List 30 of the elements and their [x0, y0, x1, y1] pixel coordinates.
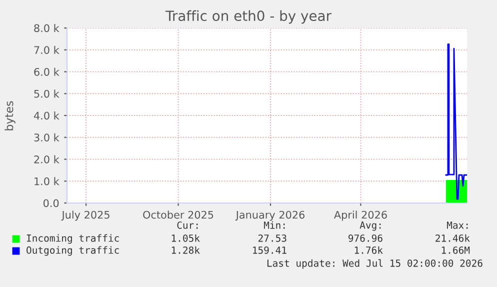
text: 1.66M: [442, 246, 470, 254]
text: 27.53: [258, 234, 286, 242]
x-tick-label: April 2026: [334, 210, 387, 221]
y-tick-label: 0.0: [43, 199, 59, 208]
text: 21.46k: [436, 234, 470, 242]
text: Max:: [446, 222, 468, 229]
text: Min:: [264, 221, 285, 229]
x-tick-label: October 2025: [143, 210, 214, 219]
legend-label: Incoming traffic: [26, 234, 119, 244]
text: 1.28k: [172, 246, 200, 254]
y-tick-label: 2.0 k: [34, 155, 60, 164]
y-axis-title: bytes: [4, 101, 16, 130]
x-tick-label: January 2026: [235, 210, 305, 221]
text: Cur:: [177, 221, 198, 229]
y-tick-label: 5.0 k: [34, 90, 60, 98]
y-tick-label: 8.0 k: [34, 24, 60, 32]
y-tick-label: 6.0 k: [34, 68, 60, 76]
x-tick-label: July 2025: [61, 210, 110, 221]
legend-label: Outgoing traffic: [26, 246, 119, 256]
text: Avg:: [360, 222, 381, 231]
y-tick-label: 4.0 k: [34, 112, 60, 120]
text: 976.96: [348, 234, 382, 242]
text: 1.76k: [354, 246, 383, 254]
y-tick-label: 1.0 k: [34, 177, 60, 186]
text: Last update: Wed Jul 15 02:00:00 2026: [267, 259, 482, 269]
text: 159.41: [253, 246, 286, 254]
chart-title: Traffic on eth0 - by year: [165, 10, 332, 24]
y-tick-label: 7.0 k: [34, 46, 60, 54]
text: 1.05k: [172, 234, 200, 242]
y-tick-label: 3.0 k: [34, 133, 60, 142]
